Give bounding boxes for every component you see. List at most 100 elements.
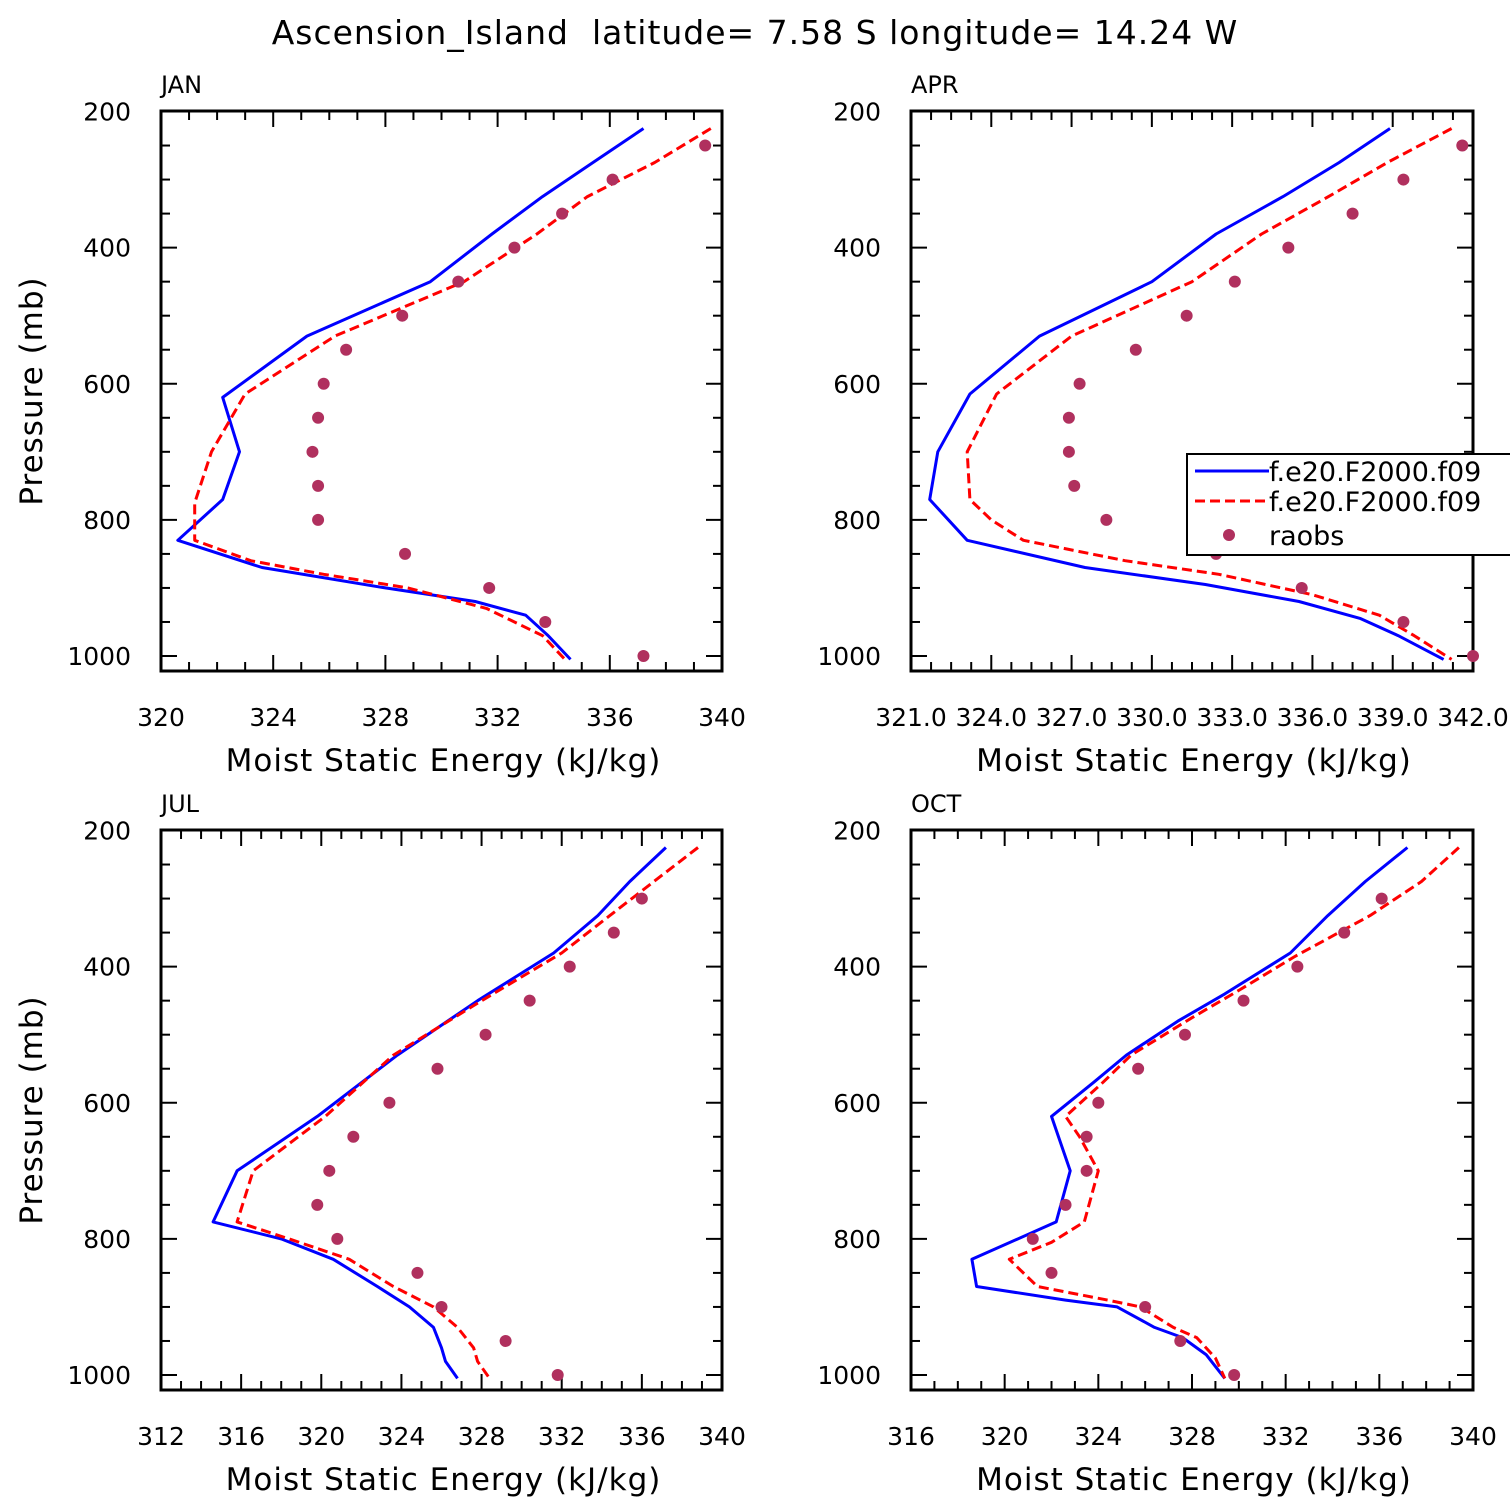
x-tick-label: 324 xyxy=(1074,1422,1122,1451)
raobs-point xyxy=(523,994,536,1007)
raobs-point xyxy=(1026,1232,1039,1245)
series-group xyxy=(211,846,699,1380)
y-tick-label: 400 xyxy=(833,953,881,982)
raobs-point xyxy=(563,960,576,973)
series-line-model2 xyxy=(193,127,712,661)
chart-panel-oct: 200 400 600 800 1000 316 320 324 328 332 336 340 Moi… xyxy=(817,790,1496,1498)
raobs-point xyxy=(1346,207,1359,220)
series-line-model2 xyxy=(1007,846,1460,1380)
y-tick-label: 1000 xyxy=(817,642,881,671)
raobs-point xyxy=(635,892,648,905)
y-tick-label: 200 xyxy=(833,817,881,846)
raobs-point xyxy=(699,139,712,152)
raobs-point xyxy=(411,1266,424,1279)
raobs-point xyxy=(1132,1062,1145,1075)
x-tick-label: 324.0 xyxy=(955,703,1027,732)
x-tick-label: 332 xyxy=(538,1422,586,1451)
x-tick-label: 328 xyxy=(458,1422,506,1451)
x-tick-label: 320 xyxy=(981,1422,1029,1451)
x-tick-label: 342.0 xyxy=(1437,703,1509,732)
raobs-point xyxy=(556,207,569,220)
raobs-point xyxy=(312,479,325,492)
y-tick-label: 200 xyxy=(83,817,131,846)
y-tick-label: 800 xyxy=(833,1225,881,1254)
raobs-point xyxy=(1291,960,1304,973)
x-axis-title: Moist Static Energy (kJ/kg) xyxy=(976,1462,1412,1498)
plot-frame xyxy=(159,109,724,673)
series-line-model1 xyxy=(970,846,1409,1380)
x-tick-label: 332 xyxy=(474,703,522,732)
x-tick-label: 321.0 xyxy=(875,703,947,732)
raobs-point xyxy=(1178,1028,1191,1041)
x-tick-label: 328 xyxy=(362,703,410,732)
raobs-point xyxy=(607,926,620,939)
raobs-point xyxy=(539,615,552,628)
raobs-point xyxy=(1080,1130,1093,1143)
x-tick-label: 340 xyxy=(1449,1422,1497,1451)
series-line-model1 xyxy=(211,846,667,1380)
x-axis-title: Moist Static Energy (kJ/kg) xyxy=(226,743,662,779)
raobs-point xyxy=(1282,241,1295,254)
raobs-point xyxy=(1456,139,1469,152)
chart-panel-jul: 200 400 600 800 1000 312 316 320 324 328 332 336 340… xyxy=(14,790,746,1498)
raobs-point xyxy=(1062,445,1075,458)
x-tick-label: 332 xyxy=(1262,1422,1310,1451)
raobs-point xyxy=(399,547,412,560)
plot-frame xyxy=(909,109,1475,673)
raobs-point xyxy=(479,1028,492,1041)
raobs-point xyxy=(312,411,325,424)
raobs-point xyxy=(347,1130,360,1143)
x-tick-label: 316 xyxy=(887,1422,935,1451)
raobs-point xyxy=(508,241,521,254)
x-axis-title: Moist Static Energy (kJ/kg) xyxy=(976,743,1412,779)
series-group xyxy=(928,127,1453,661)
y-tick-label: 1000 xyxy=(67,1361,131,1390)
figure-title: Ascension_Island latitude= 7.58 S longit… xyxy=(272,13,1239,52)
raobs-point xyxy=(1467,650,1479,662)
raobs-point xyxy=(431,1062,444,1075)
raobs-point xyxy=(1068,479,1081,492)
raobs-point xyxy=(1180,309,1193,322)
raobs-point xyxy=(340,343,353,356)
x-tick-label: 320 xyxy=(137,703,185,732)
y-tick-label: 600 xyxy=(83,370,131,399)
raobs-point xyxy=(1228,275,1241,288)
y-tick-label: 400 xyxy=(83,234,131,263)
x-tick-label: 339.0 xyxy=(1357,703,1429,732)
x-tick-label: 316 xyxy=(217,1422,265,1451)
x-tick-label: 327.0 xyxy=(1036,703,1108,732)
x-tick-label: 312 xyxy=(137,1422,185,1451)
chart-panel-jan: 200 400 600 800 1000 320 324 328 332 336 340 Moist … xyxy=(14,71,746,779)
raobs-point xyxy=(1129,343,1142,356)
raobs-point xyxy=(1059,1198,1072,1211)
x-tick-label: 320 xyxy=(297,1422,345,1451)
y-axis-title: Pressure (mb) xyxy=(14,276,50,505)
raobs-point xyxy=(1375,892,1388,905)
y-tick-label: 200 xyxy=(83,98,131,127)
x-tick-label: 333.0 xyxy=(1196,703,1268,732)
y-tick-label: 800 xyxy=(83,506,131,535)
chart-panel-apr: 200 400 600 800 1000 321.0 324.0 327.0 330.0 333.… xyxy=(817,71,1508,779)
x-tick-label: 336.0 xyxy=(1277,703,1349,732)
x-tick-label: 336 xyxy=(1355,1422,1403,1451)
raobs-point xyxy=(311,1198,324,1211)
raobs-point xyxy=(1045,1266,1058,1279)
raobs-point xyxy=(637,650,650,662)
raobs-point xyxy=(317,377,330,390)
x-tick-label: 330.0 xyxy=(1116,703,1188,732)
x-tick-label: 328 xyxy=(1168,1422,1216,1451)
panel-label: APR xyxy=(911,71,959,99)
raobs-point xyxy=(383,1096,396,1109)
panel-label: JAN xyxy=(159,71,202,99)
x-axis-title: Moist Static Energy (kJ/kg) xyxy=(226,1462,662,1498)
raobs-point xyxy=(1092,1096,1105,1109)
series-group xyxy=(176,127,712,661)
plot-frame xyxy=(909,828,1475,1392)
series-line-model2 xyxy=(235,846,699,1380)
panels: 200 400 600 800 1000 320 324 328 332 336 340 Moist … xyxy=(14,71,1510,1498)
x-tick-label: 340 xyxy=(698,703,746,732)
raobs-point xyxy=(1295,581,1308,594)
raobs-point xyxy=(1174,1334,1187,1347)
legend-label-model1: f.e20.F2000.f09 xyxy=(1269,457,1481,488)
